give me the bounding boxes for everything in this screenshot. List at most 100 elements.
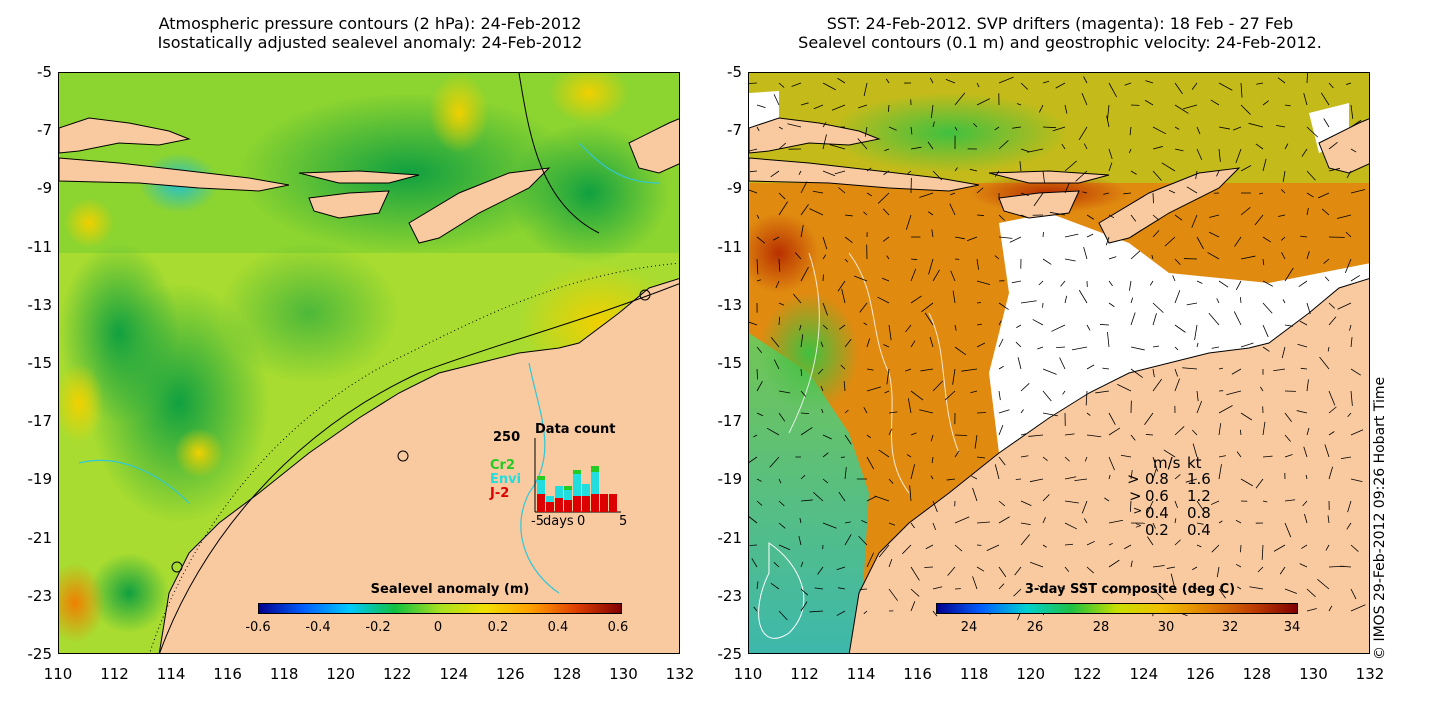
arrow-icon: > (1127, 470, 1140, 488)
velocity-arrow (829, 144, 846, 150)
velocity-arrow (1305, 474, 1308, 480)
velocity-arrow (1299, 563, 1308, 568)
longitude-tick: 132 (1355, 665, 1385, 683)
legend-header-kt: kt (1187, 454, 1202, 472)
velocity-arrow (927, 141, 934, 150)
velocity-arrow (1108, 280, 1113, 287)
velocity-arrow (1108, 456, 1115, 471)
velocity-arrow (1108, 302, 1115, 308)
velocity-arrow (929, 336, 934, 348)
velocity-arrow (1196, 280, 1203, 284)
latitude-tick: -9 (727, 179, 742, 198)
velocity-arrow (910, 432, 917, 436)
velocity-arrow (859, 588, 868, 590)
velocity-arrow (1100, 324, 1110, 326)
velocity-arrow (1032, 319, 1044, 326)
velocity-arrow (976, 566, 985, 572)
velocity-arrow (1262, 100, 1269, 106)
velocity-arrow (1086, 434, 1102, 438)
velocity-arrow (800, 561, 804, 568)
velocity-arrow (1306, 251, 1310, 260)
velocity-arrow (1083, 143, 1088, 150)
velocity-arrow (1030, 561, 1044, 568)
velocity-arrow (1038, 280, 1044, 286)
velocity-arrow (1060, 587, 1066, 590)
right-title-line2: Sealevel contours (0.1 m) and geostrophi… (798, 33, 1322, 52)
velocity-arrow (961, 368, 978, 372)
velocity-arrow (1129, 500, 1132, 512)
velocity-arrow (1086, 364, 1095, 370)
velocity-arrow (1240, 104, 1251, 115)
velocity-arrow (1086, 233, 1094, 238)
velocity-arrow (998, 516, 1010, 524)
sst-tick: 28 (1092, 620, 1110, 635)
latitude-tick: -17 (717, 412, 743, 431)
velocity-arrow (1152, 214, 1160, 221)
velocity-arrow (1323, 258, 1330, 264)
velocity-arrow (1152, 345, 1160, 348)
velocity-arrow (770, 337, 780, 348)
velocity-arrow (1236, 451, 1242, 458)
sla-tick: 0.6 (607, 620, 629, 635)
velocity-arrow (976, 187, 984, 194)
velocity-arrow (1262, 258, 1265, 266)
velocity-arrow (1350, 604, 1366, 612)
velocity-arrow (1235, 280, 1242, 291)
velocity-arrow (1174, 214, 1183, 221)
velocity-arrow (836, 610, 846, 616)
velocity-arrow (1164, 236, 1176, 247)
velocity-arrow (1020, 192, 1029, 196)
velocity-arrow (1218, 367, 1224, 370)
velocity-arrow (854, 275, 868, 282)
longitude-tick: 124 (1129, 665, 1159, 683)
velocity-arrow (1262, 280, 1274, 287)
velocity-arrow (866, 368, 874, 371)
velocity-arrow (1299, 320, 1308, 326)
velocity-arrow (1124, 544, 1132, 550)
velocity-arrow (1301, 544, 1308, 549)
velocity-arrow (930, 475, 934, 480)
velocity-arrow (800, 334, 804, 348)
velocity-arrow (831, 104, 846, 111)
sst-tick: 34 (1283, 620, 1301, 635)
velocity-arrow (844, 409, 849, 414)
velocity-arrow (1020, 300, 1037, 304)
velocity-arrow (1174, 126, 1180, 130)
velocity-arrow (1262, 158, 1267, 172)
left-title-line2: Isostatically adjusted sealevel anomaly:… (157, 33, 583, 52)
velocity-arrow (1191, 82, 1198, 90)
velocity-arrow (966, 236, 978, 242)
inset-series-j2: J-2 (490, 486, 510, 501)
data-count-inset: Data count 250 Cr2 Envi J-2 -5 days 0 5 (485, 420, 635, 530)
velocity-arrow (841, 288, 846, 304)
velocity-arrow (1211, 544, 1220, 553)
velocity-arrow (1075, 170, 1088, 182)
velocity-arrow (863, 82, 868, 97)
velocity-arrow (756, 581, 759, 590)
velocity-arrow (929, 77, 934, 84)
velocity-arrow (1107, 331, 1110, 348)
velocity-arrow (910, 464, 915, 480)
velocity-arrow (1028, 434, 1044, 437)
velocity-arrow (1152, 126, 1167, 135)
velocity-arrow (1306, 73, 1308, 84)
velocity-arrow (1042, 368, 1057, 375)
velocity-arrow (812, 190, 824, 194)
inset-xtick-5: 5 (619, 514, 628, 529)
velocity-arrow (821, 408, 824, 414)
velocity-arrow (1346, 522, 1352, 530)
velocity-arrow (800, 412, 810, 414)
velocity-arrow (866, 434, 871, 439)
velocity-arrow (1108, 427, 1121, 436)
longitude-tick: 112 (790, 665, 819, 683)
velocity-arrow (800, 204, 809, 216)
velocity-arrow (1174, 346, 1179, 351)
velocity-arrow (1218, 423, 1222, 436)
velocity-arrow (778, 500, 785, 507)
velocity-arrow (886, 368, 890, 385)
velocity-arrow (798, 170, 802, 175)
velocity-arrow (1152, 565, 1165, 568)
velocity-arrow (1086, 412, 1091, 416)
velocity-arrow (976, 456, 986, 459)
latitude-tick: -7 (727, 121, 742, 140)
